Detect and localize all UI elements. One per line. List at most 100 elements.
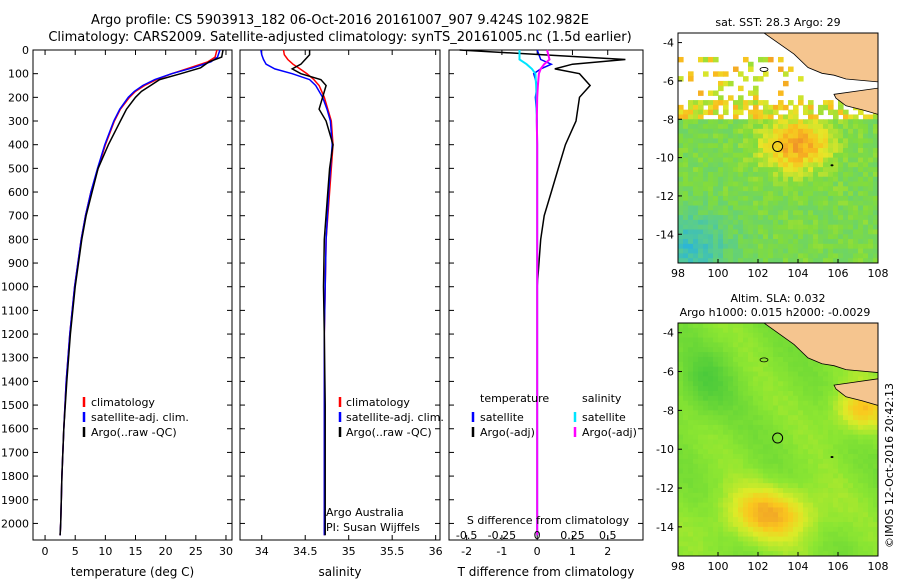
sst-cell [733, 138, 739, 144]
sla-cell [728, 332, 734, 339]
sst-cell [758, 76, 764, 82]
sla-cell [763, 386, 769, 392]
sla-cell [828, 366, 834, 373]
sla-cell [778, 424, 784, 431]
sla-cell [758, 512, 764, 518]
sst-cell [748, 157, 754, 163]
sst-cell [853, 248, 859, 255]
sla-cell [858, 551, 864, 556]
sla-cell [708, 347, 714, 353]
sst-cell [843, 157, 849, 163]
sla-cell [773, 405, 779, 411]
sst-cell [738, 152, 744, 159]
sla-cell [678, 410, 684, 416]
sla-cell [683, 327, 689, 334]
sst-cell [738, 234, 744, 240]
sst-cell [713, 124, 719, 130]
sla-cell [748, 410, 754, 416]
sla-cell [683, 488, 689, 494]
sst-cell [798, 224, 804, 231]
sla-cell [728, 449, 734, 455]
sla-cell [703, 541, 709, 547]
sla-cell [768, 410, 774, 416]
sla-cell [763, 405, 769, 411]
sst-cell [808, 104, 814, 111]
sst-cell [708, 210, 714, 216]
sla-cell [758, 449, 764, 455]
sst-cell [713, 253, 719, 259]
sst-cell [688, 124, 694, 130]
sla-cell [728, 483, 734, 489]
sst-cell [763, 215, 769, 221]
sst-cell [738, 119, 744, 125]
sla-cell [798, 366, 804, 373]
sst-cell [808, 186, 814, 192]
sst-cell [698, 186, 704, 192]
sst-cell [708, 138, 714, 144]
sla-cell [803, 376, 809, 382]
sla-cell [713, 507, 719, 513]
sst-cell [713, 138, 719, 144]
sla-cell [853, 526, 859, 533]
sst-cell [813, 224, 819, 231]
sst-cell [743, 248, 749, 255]
sst-cell [738, 191, 744, 197]
sst-xtick-label: 108 [868, 267, 889, 280]
sst-cell [783, 80, 789, 87]
sla-cell [823, 541, 829, 547]
sla-cell [688, 371, 694, 377]
sla-cell [813, 395, 819, 402]
sla-cell [678, 551, 684, 556]
sla-cell [848, 492, 854, 499]
sst-cell [748, 176, 754, 183]
sla-cell [823, 429, 829, 436]
sst-cell [803, 109, 809, 116]
sla-cell [828, 429, 834, 436]
sla-cell [798, 444, 804, 450]
temp-ytick-label: 400 [8, 139, 29, 152]
sst-cell [798, 195, 804, 202]
sst-cell [683, 243, 689, 250]
sst-cell [838, 176, 844, 183]
sst-cell [808, 181, 814, 187]
sst-cell [763, 109, 769, 116]
sla-cell [758, 395, 764, 402]
sst-cell [778, 224, 784, 231]
sst-cell [738, 248, 744, 255]
sla-cell [823, 376, 829, 382]
sst-cell [818, 128, 824, 135]
sla-cell [868, 483, 874, 489]
sla-cell [733, 444, 739, 450]
sla-cell [808, 410, 814, 416]
sst-cell [763, 219, 769, 226]
sla-cell [688, 424, 694, 431]
sla-cell [758, 536, 764, 543]
sst-cell [708, 128, 714, 135]
sla-cell [698, 405, 704, 411]
sla-cell [738, 551, 744, 556]
sla-cell [803, 512, 809, 518]
sla-cell [738, 497, 744, 504]
sst-cell [803, 191, 809, 197]
sst-cell [763, 100, 769, 106]
sst-cell [718, 191, 724, 197]
sla-cell [743, 522, 749, 528]
sst-cell [763, 176, 769, 183]
sla-cell [843, 400, 849, 407]
sla-cell [763, 488, 769, 494]
sst-cell [803, 253, 809, 259]
sst-cell [703, 210, 709, 216]
sst-cell [763, 138, 769, 144]
sla-cell [828, 492, 834, 499]
sla-cell [708, 434, 714, 441]
sla-cell [833, 507, 839, 513]
sst-cell [813, 210, 819, 216]
sst-cell [733, 239, 739, 245]
sst-cell [738, 171, 744, 178]
sst-cell [828, 234, 834, 240]
sst-cell [733, 219, 739, 226]
sst-cell [853, 148, 859, 154]
sst-cell [733, 100, 739, 106]
sst-cell [788, 219, 794, 226]
sla-cell [833, 395, 839, 402]
